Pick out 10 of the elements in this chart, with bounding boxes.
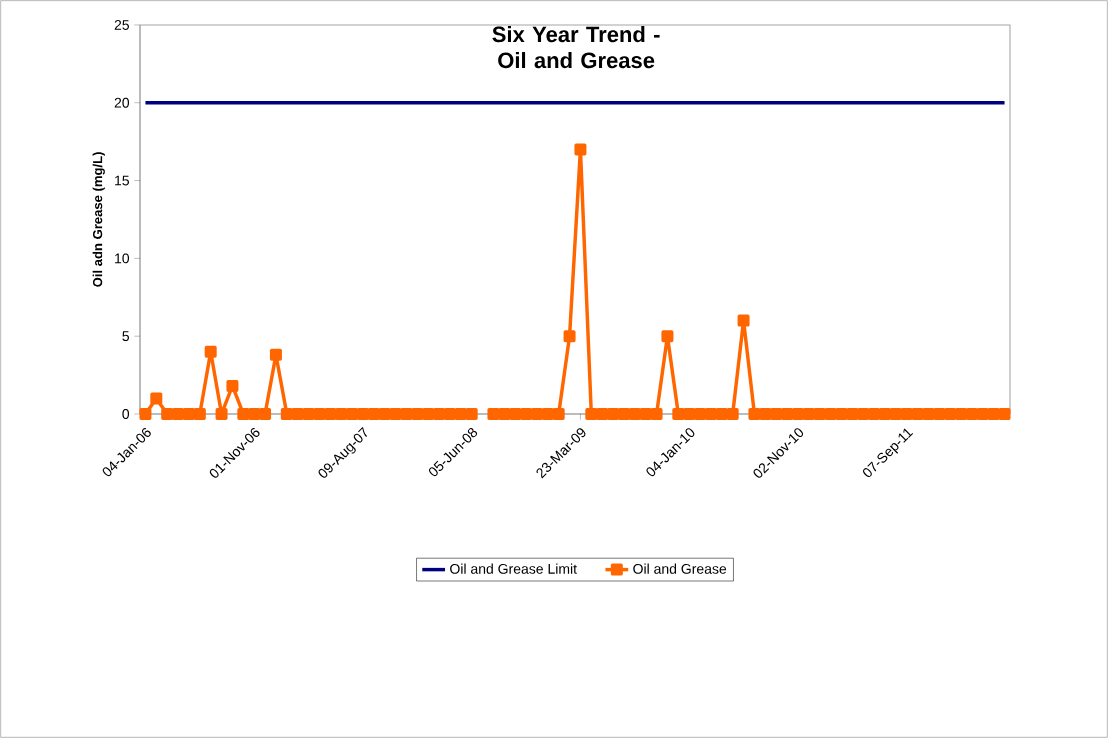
y-tick-label: 25 [114,19,130,30]
y-axis-title: Oil adn Grease (mg/L) [92,152,105,287]
y-tick-label: 10 [115,253,130,264]
y-tick-label: 15 [115,175,130,186]
y-tick-label: 20 [114,97,130,108]
text: Six Year Trend - Oil and Grease [492,26,660,69]
legend-label: Oil and Grease [633,563,727,574]
legend-label: Oil and Grease Limit [450,563,577,574]
y-tick-label: 5 [122,331,130,342]
y-tick-label: 0 [122,409,130,419]
